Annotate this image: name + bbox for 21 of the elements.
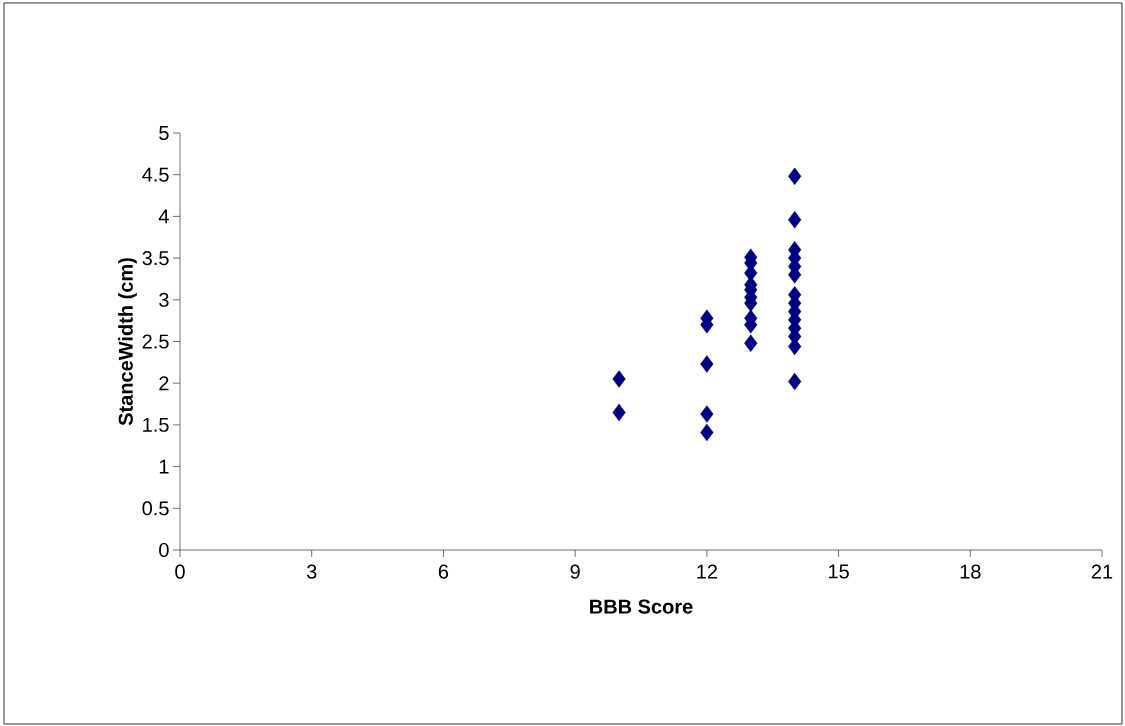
y-tick-label: 0 [159,542,169,558]
y-tick-label: 4.5 [142,167,169,182]
y-tick-label: 2.5 [142,334,169,349]
y-tick-label: 2 [159,376,169,391]
x-tick-label: 9 [570,564,580,579]
y-tick-label: 0.5 [142,501,169,516]
y-tick-label: 3.5 [142,251,169,266]
x-tick-label: 21 [1091,564,1113,579]
x-tick-label: 6 [438,564,449,579]
x-tick-label: 3 [306,564,317,579]
y-tick-label: 1 [159,459,169,474]
x-tick-label: 18 [960,564,981,579]
y-tick-label: 1.5 [143,417,169,432]
y-tick-label: 5 [159,126,169,140]
x-tick-label: 0 [175,564,185,579]
x-tick-label: 15 [828,564,849,579]
x-axis-title: BBB Score [590,599,693,614]
y-tick-label: 3 [159,292,169,307]
y-axis-title: StanceWidth (cm) [118,258,137,426]
x-tick-label: 12 [697,564,717,579]
y-tick-label: 4 [158,209,169,224]
